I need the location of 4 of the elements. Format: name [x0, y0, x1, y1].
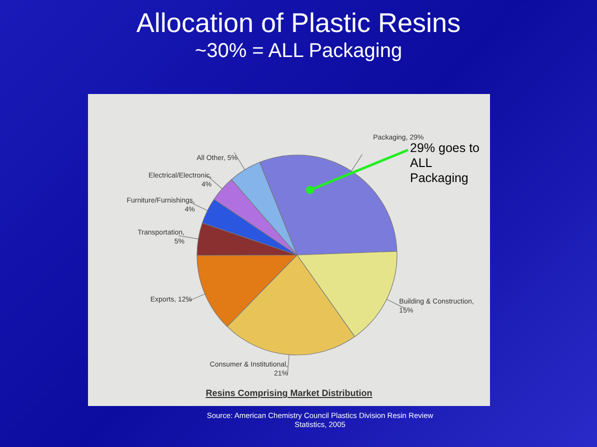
- text: 29% goes to ALL Packaging: [410, 141, 480, 186]
- chart-title: Allocation of Plastic Resins: [135, 8, 462, 39]
- chart-subtitle: ~30% = ALL Packaging: [194, 40, 404, 63]
- text: Resins Comprising Market Distribution: [204, 388, 374, 398]
